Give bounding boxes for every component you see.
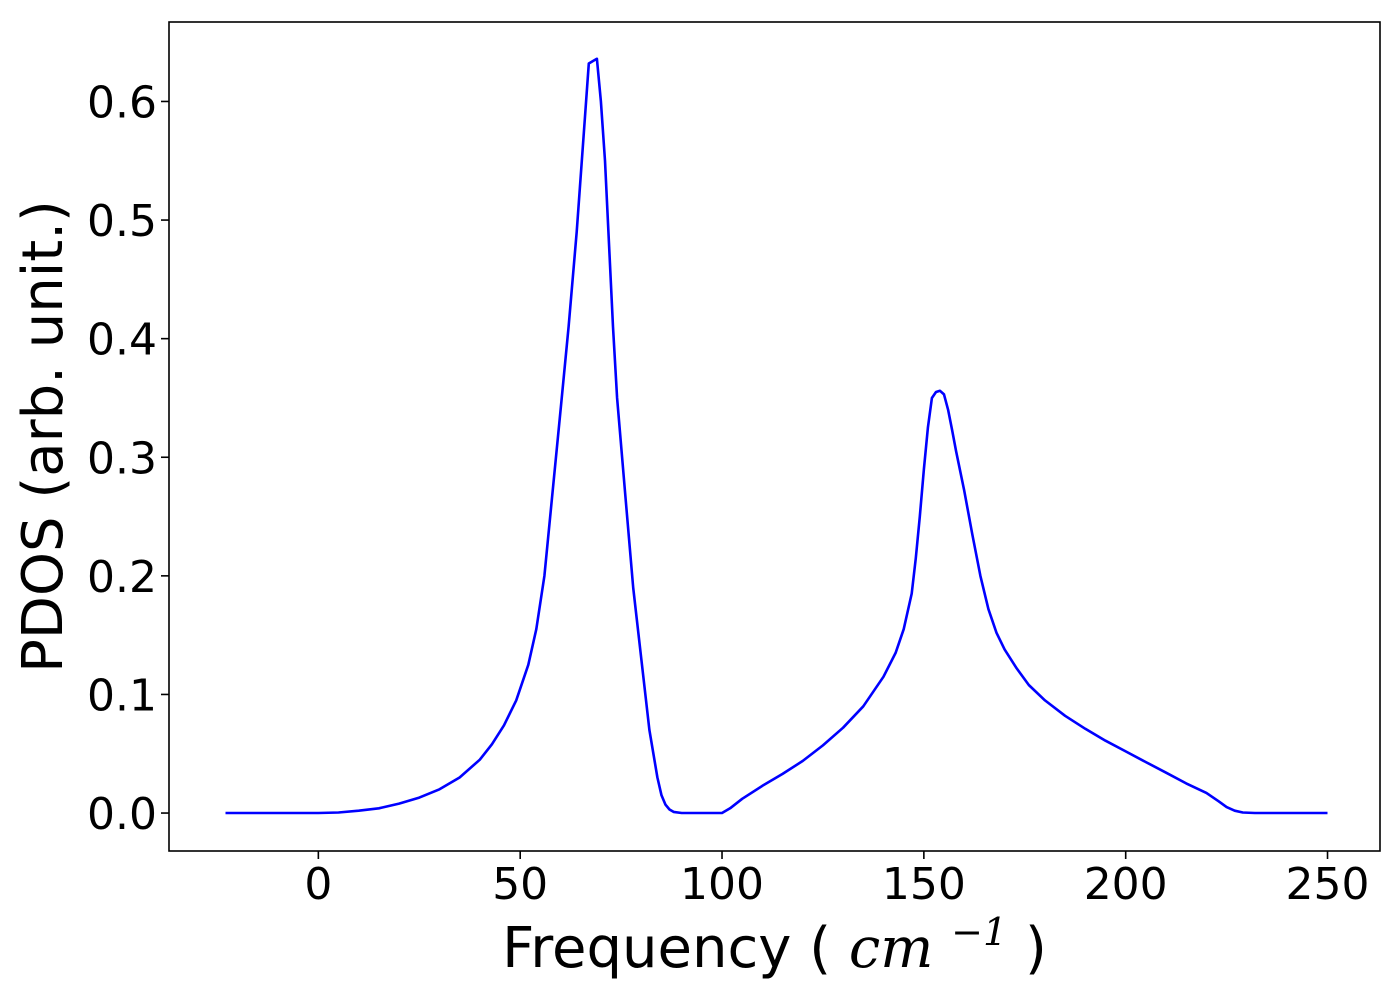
x-tick-label-2: 100 [680, 859, 764, 910]
x-tick-label-5: 250 [1286, 859, 1370, 910]
y-tick-label-6: 0.6 [87, 77, 157, 128]
series-layer [225, 57, 1328, 815]
series-line-0 [225, 57, 1328, 815]
y-tick-label-4: 0.4 [87, 315, 157, 366]
x-tick-label-3: 150 [882, 859, 966, 910]
x-tick-label-0: 0 [304, 859, 332, 910]
x-tick-label-1: 50 [492, 859, 548, 910]
axes-frame [168, 21, 1381, 852]
x-axis-unit-base: cm [849, 916, 933, 981]
x-axis-unit-exponent: −1 [951, 910, 1007, 954]
x-axis-title-text: Frequency [502, 916, 791, 981]
y-tick-label-1: 0.1 [87, 670, 157, 721]
x-axis-title: Frequency ( cm −1 ) [502, 894, 1047, 981]
x-tick-label-4: 200 [1084, 859, 1168, 910]
ticks-layer: 0 50 100 150 200 250 0.0 0.1 0.2 0.3 0.4 0.5 0.6 [87, 77, 1369, 910]
y-axis-title: PDOS (arb. unit.) [11, 200, 76, 673]
y-tick-label-2: 0.2 [87, 552, 157, 603]
y-tick-label-0: 0.0 [87, 789, 157, 840]
y-tick-label-5: 0.5 [87, 196, 157, 247]
y-tick-label-3: 0.3 [87, 433, 157, 484]
